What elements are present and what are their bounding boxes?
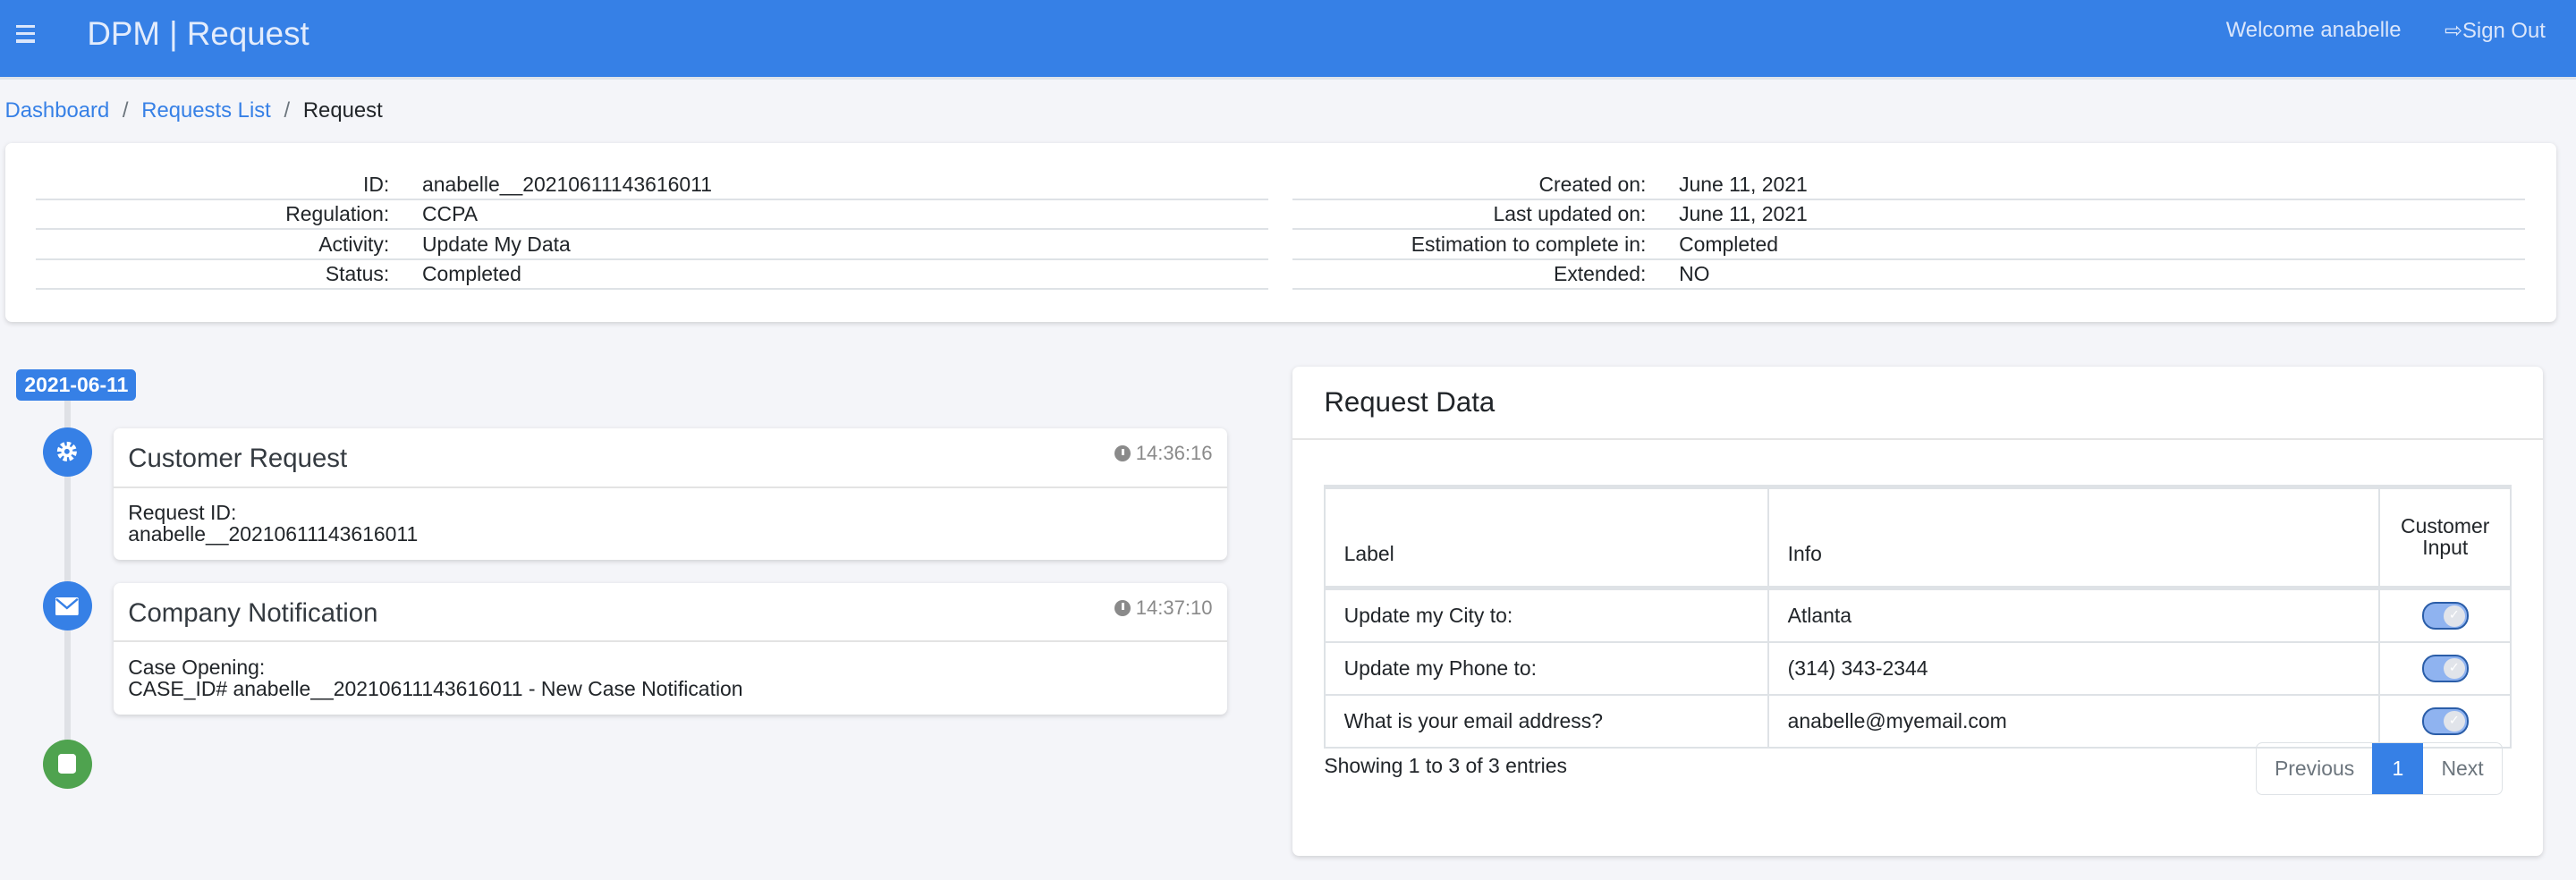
table-row: Update my City to: Atlanta (1324, 587, 2512, 644)
info-value: Completed (1679, 229, 2525, 260)
request-info-card: ID: anabelle__20210611143616011 Regulatio… (4, 142, 2556, 322)
breadcrumb-requests-list[interactable]: Requests List (141, 98, 271, 123)
customer-input-toggle[interactable] (2421, 707, 2469, 736)
gear-icon (42, 427, 92, 477)
customer-input-toggle[interactable] (2421, 654, 2469, 683)
table-row: Update my Phone to: (314) 343-2344 (1324, 641, 2512, 697)
customer-input-toggle[interactable] (2421, 601, 2469, 630)
column-header-customer-input[interactable]: Customer Input (2378, 486, 2512, 591)
envelope-icon (42, 581, 92, 631)
sign-out-button[interactable]: ⇨Sign Out (2445, 18, 2546, 44)
event-detail-label: Request ID: (128, 501, 237, 525)
hamburger-icon[interactable] (16, 24, 35, 47)
next-page-button[interactable]: Next (2441, 757, 2484, 781)
previous-page-button[interactable]: Previous (2274, 757, 2355, 781)
info-row-status: Status: Completed (36, 258, 1268, 290)
welcome-text: Welcome anabelle (2225, 18, 2402, 43)
stop-icon (42, 739, 92, 789)
row-label: Update my Phone to: (1324, 641, 1770, 697)
info-row-created: Created on: June 11, 2021 (1292, 171, 2525, 201)
row-info: (314) 343-2344 (1767, 641, 2381, 697)
event-time: 14:37:10 (1135, 596, 1213, 619)
event-time: 14:36:16 (1135, 442, 1213, 465)
event-title: Customer Request (128, 443, 348, 473)
timeline-event-card: Customer Request 14:36:16 Request ID: anab… (113, 428, 1227, 561)
table-row: What is your email address? anabelle@myem… (1324, 694, 2512, 749)
info-key: Created on: (1292, 171, 1680, 201)
timeline-line (64, 401, 71, 763)
page-1-button[interactable]: 1 (2372, 743, 2424, 795)
info-key: Estimation to complete in: (1292, 229, 1680, 260)
row-label: What is your email address? (1324, 694, 1770, 749)
event-detail-value: anabelle__20210611143616011 (128, 522, 419, 546)
sign-out-icon: ⇨ (2445, 19, 2462, 44)
info-row-activity: Activity: Update My Data (36, 229, 1268, 260)
info-row-updated: Last updated on: June 11, 2021 (1292, 199, 2525, 231)
sign-out-label: Sign Out (2462, 19, 2546, 44)
info-key: ID: (36, 171, 422, 201)
clock-icon (1114, 599, 1131, 616)
row-info: Atlanta (1767, 587, 2381, 644)
info-key: Status: (36, 258, 422, 290)
info-value: June 11, 2021 (1679, 199, 2525, 231)
info-row-regulation: Regulation: CCPA (36, 199, 1268, 231)
info-table-right: Created on: June 11, 2021 Last updated on… (1292, 171, 2525, 290)
info-key: Activity: (36, 229, 422, 260)
column-header-info[interactable]: Info (1767, 486, 2381, 591)
event-detail-value: CASE_ID# anabelle__20210611143616011 - N… (128, 676, 743, 700)
info-value: Completed (421, 258, 1268, 290)
request-data-card: Request Data Label Info Customer Input U… (1292, 366, 2544, 856)
info-value: NO (1679, 258, 2525, 290)
top-navbar: DPM | Request Welcome anabelle ⇨Sign Out (0, 0, 2576, 80)
timeline-date-badge: 2021-06-11 (16, 369, 137, 402)
info-value: Update My Data (421, 229, 1268, 260)
app-title: DPM | Request (87, 14, 309, 52)
info-key: Extended: (1292, 258, 1680, 290)
row-info: anabelle@myemail.com (1767, 694, 2381, 749)
breadcrumb-separator: / (122, 98, 129, 123)
request-data-title: Request Data (1324, 385, 1496, 418)
event-detail-label: Case Opening: (128, 655, 266, 679)
info-key: Regulation: (36, 199, 422, 231)
breadcrumb-dashboard[interactable]: Dashboard (4, 98, 110, 123)
request-data-table: Label Info Customer Input Update my City… (1324, 484, 2512, 749)
column-header-label[interactable]: Label (1324, 486, 1770, 591)
entries-info: Showing 1 to 3 of 3 entries (1324, 754, 1567, 778)
info-table-left: ID: anabelle__20210611143616011 Regulatio… (36, 171, 1268, 290)
info-row-extended: Extended: NO (1292, 258, 2525, 290)
info-row-estimation: Estimation to complete in: Completed (1292, 229, 2525, 260)
breadcrumb: Dashboard / Requests List / Request (5, 98, 383, 123)
info-row-id: ID: anabelle__20210611143616011 (36, 171, 1268, 201)
info-key: Last updated on: (1292, 199, 1680, 231)
info-value: CCPA (421, 199, 1268, 231)
info-value: June 11, 2021 (1679, 171, 2525, 201)
pagination: Previous 1 Next (2255, 742, 2503, 796)
row-label: Update my City to: (1324, 587, 1770, 644)
info-value: anabelle__20210611143616011 (421, 171, 1268, 201)
timeline-event-card: Company Notification 14:37:10 Case Openin… (113, 583, 1227, 715)
clock-icon (1114, 444, 1131, 462)
event-title: Company Notification (128, 597, 378, 628)
breadcrumb-separator: / (284, 98, 291, 123)
breadcrumb-current: Request (302, 98, 383, 123)
